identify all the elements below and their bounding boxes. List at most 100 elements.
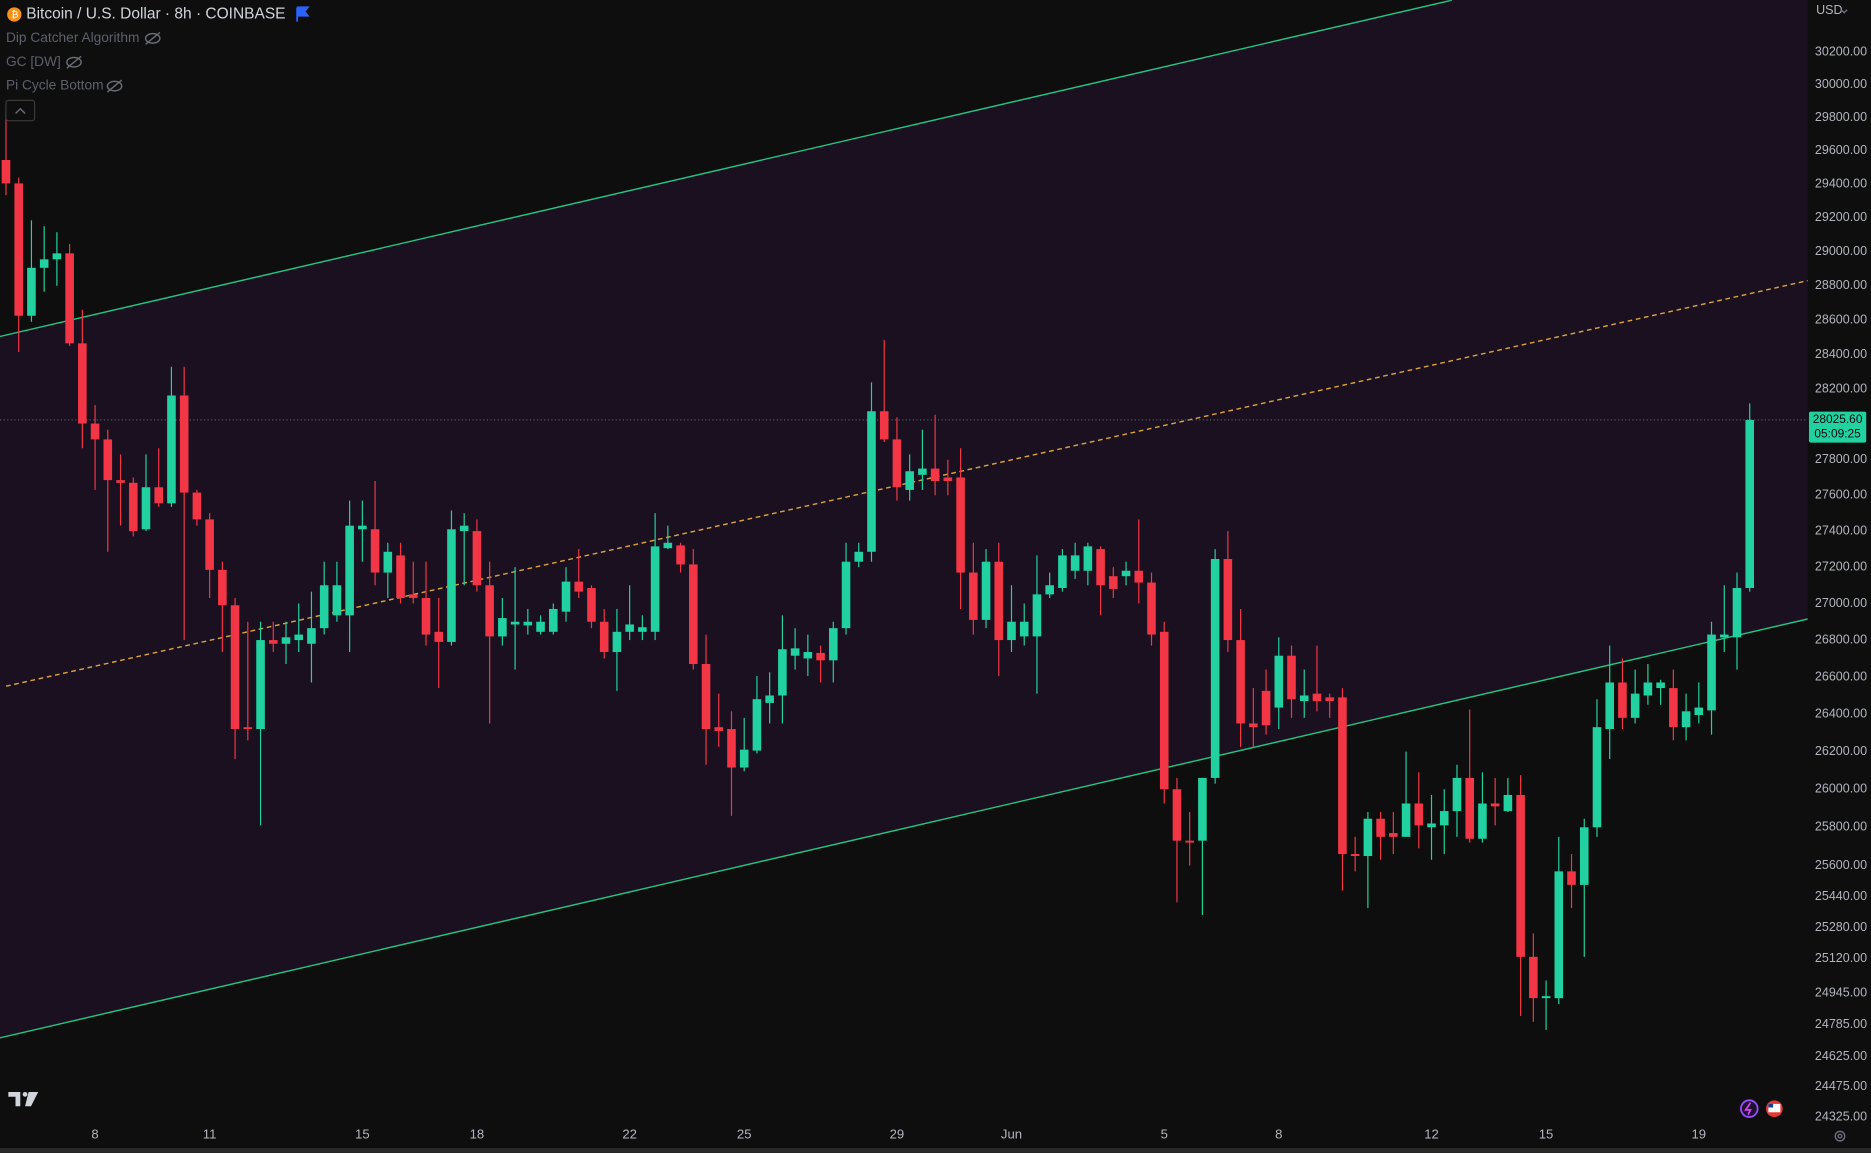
candle-body <box>969 572 978 620</box>
candle-body <box>1414 803 1424 826</box>
eye-icon[interactable] <box>66 55 82 69</box>
trend-line <box>0 0 1453 338</box>
candle-body <box>1541 996 1551 999</box>
candle-body <box>472 531 482 586</box>
candle-body <box>1516 794 1525 957</box>
x-tick-label: 22 <box>622 1126 637 1141</box>
candle-body <box>52 253 62 260</box>
candle-body <box>1147 582 1156 635</box>
candle-body <box>1592 727 1602 828</box>
candle-body <box>854 551 864 562</box>
y-tick-label: 24785.00 <box>1815 1017 1867 1031</box>
candle-body <box>816 652 825 661</box>
bottom-border <box>0 1148 1871 1153</box>
y-tick-label: 26000.00 <box>1815 782 1867 796</box>
candle-body <box>778 649 787 696</box>
currency-label[interactable]: USD <box>1816 3 1842 17</box>
candle-body <box>256 640 265 730</box>
indicator-name[interactable]: Pi Cycle Bottom <box>6 78 104 93</box>
candle-body <box>510 621 520 625</box>
last-price-label: 28025.60 <box>1813 412 1863 426</box>
y-tick-label: 30200.00 <box>1815 44 1867 58</box>
candle-body <box>981 561 991 620</box>
candle-body <box>447 529 456 642</box>
candle-body <box>1579 827 1589 885</box>
candle-body <box>688 564 698 665</box>
candle-body <box>154 487 164 504</box>
currency-chevron[interactable] <box>1840 9 1848 14</box>
candle-body <box>1338 697 1347 855</box>
y-tick-label: 29800.00 <box>1815 110 1867 124</box>
y-tick-label: 25120.00 <box>1815 951 1867 965</box>
candle-body <box>536 621 545 632</box>
candle-body <box>1287 655 1296 700</box>
candle-body <box>930 468 940 482</box>
flag-icon[interactable] <box>296 6 310 22</box>
candle-body <box>1312 693 1322 702</box>
y-tick-label: 28400.00 <box>1815 347 1867 361</box>
candle-body <box>1032 594 1042 637</box>
candle-body <box>867 411 876 552</box>
candle-body <box>345 525 354 616</box>
candle-body <box>1363 818 1373 856</box>
candle-body <box>918 468 927 475</box>
candle-body <box>574 581 584 592</box>
candle-body <box>179 395 189 493</box>
collapse-button[interactable] <box>5 99 36 122</box>
bitcoin-icon-glyph: ₿ <box>11 10 18 21</box>
candle-body <box>523 621 533 626</box>
candle-body <box>1452 777 1462 812</box>
candle-body <box>434 631 444 642</box>
candle-body <box>90 423 100 440</box>
candle-body <box>1198 777 1207 841</box>
last-price-box <box>1808 411 1867 443</box>
candle-body <box>879 411 889 440</box>
candle-body <box>625 624 634 632</box>
candle-body <box>205 519 214 570</box>
candle-body <box>383 551 393 573</box>
candle-body <box>994 561 1004 641</box>
candle-body <box>370 529 380 573</box>
eye-icon[interactable] <box>106 79 123 93</box>
candle-body <box>1490 803 1500 807</box>
x-tick-label: 5 <box>1161 1126 1168 1141</box>
y-tick-label: 27600.00 <box>1815 488 1867 502</box>
candle-body <box>1669 688 1678 728</box>
y-tick-label: 29000.00 <box>1815 244 1867 258</box>
x-tick-label: 8 <box>1275 1126 1282 1141</box>
indicator-name[interactable]: Dip Catcher Algorithm <box>6 30 139 45</box>
candle-body <box>128 482 138 532</box>
candle-body <box>421 598 431 635</box>
candle-body <box>752 699 762 751</box>
candle-body <box>790 648 800 656</box>
candle-body <box>1109 576 1118 589</box>
candle-body <box>1083 546 1093 571</box>
status-icons[interactable] <box>1740 1099 1783 1118</box>
candle-body <box>1134 570 1144 583</box>
candle-body <box>1261 690 1271 726</box>
y-tick-label: 24475.00 <box>1815 1079 1867 1093</box>
candle-body <box>1274 655 1284 708</box>
candle-body <box>1210 558 1220 778</box>
candle-body <box>1630 693 1640 718</box>
y-tick-label: 25800.00 <box>1815 820 1867 834</box>
y-tick-label: 24945.00 <box>1815 986 1867 1000</box>
x-tick-label: 29 <box>890 1126 905 1141</box>
candle-body <box>1096 549 1105 586</box>
y-tick-label: 24325.00 <box>1815 1109 1867 1123</box>
candle-body <box>1172 789 1182 841</box>
candle-body <box>268 640 278 644</box>
candle-body <box>1478 803 1487 839</box>
candle-body <box>956 477 965 573</box>
tv-logo[interactable] <box>8 1091 39 1107</box>
eye-icon[interactable] <box>144 31 161 45</box>
candle-body <box>650 546 660 632</box>
y-tick-label: 27400.00 <box>1815 523 1867 537</box>
settings-icon[interactable] <box>1834 1130 1846 1142</box>
plot-area <box>0 0 1808 1039</box>
candle-body <box>739 749 749 768</box>
y-tick-label: 28800.00 <box>1815 278 1867 292</box>
candle-body <box>676 545 685 565</box>
indicator-name[interactable]: GC [DW] <box>6 54 61 69</box>
